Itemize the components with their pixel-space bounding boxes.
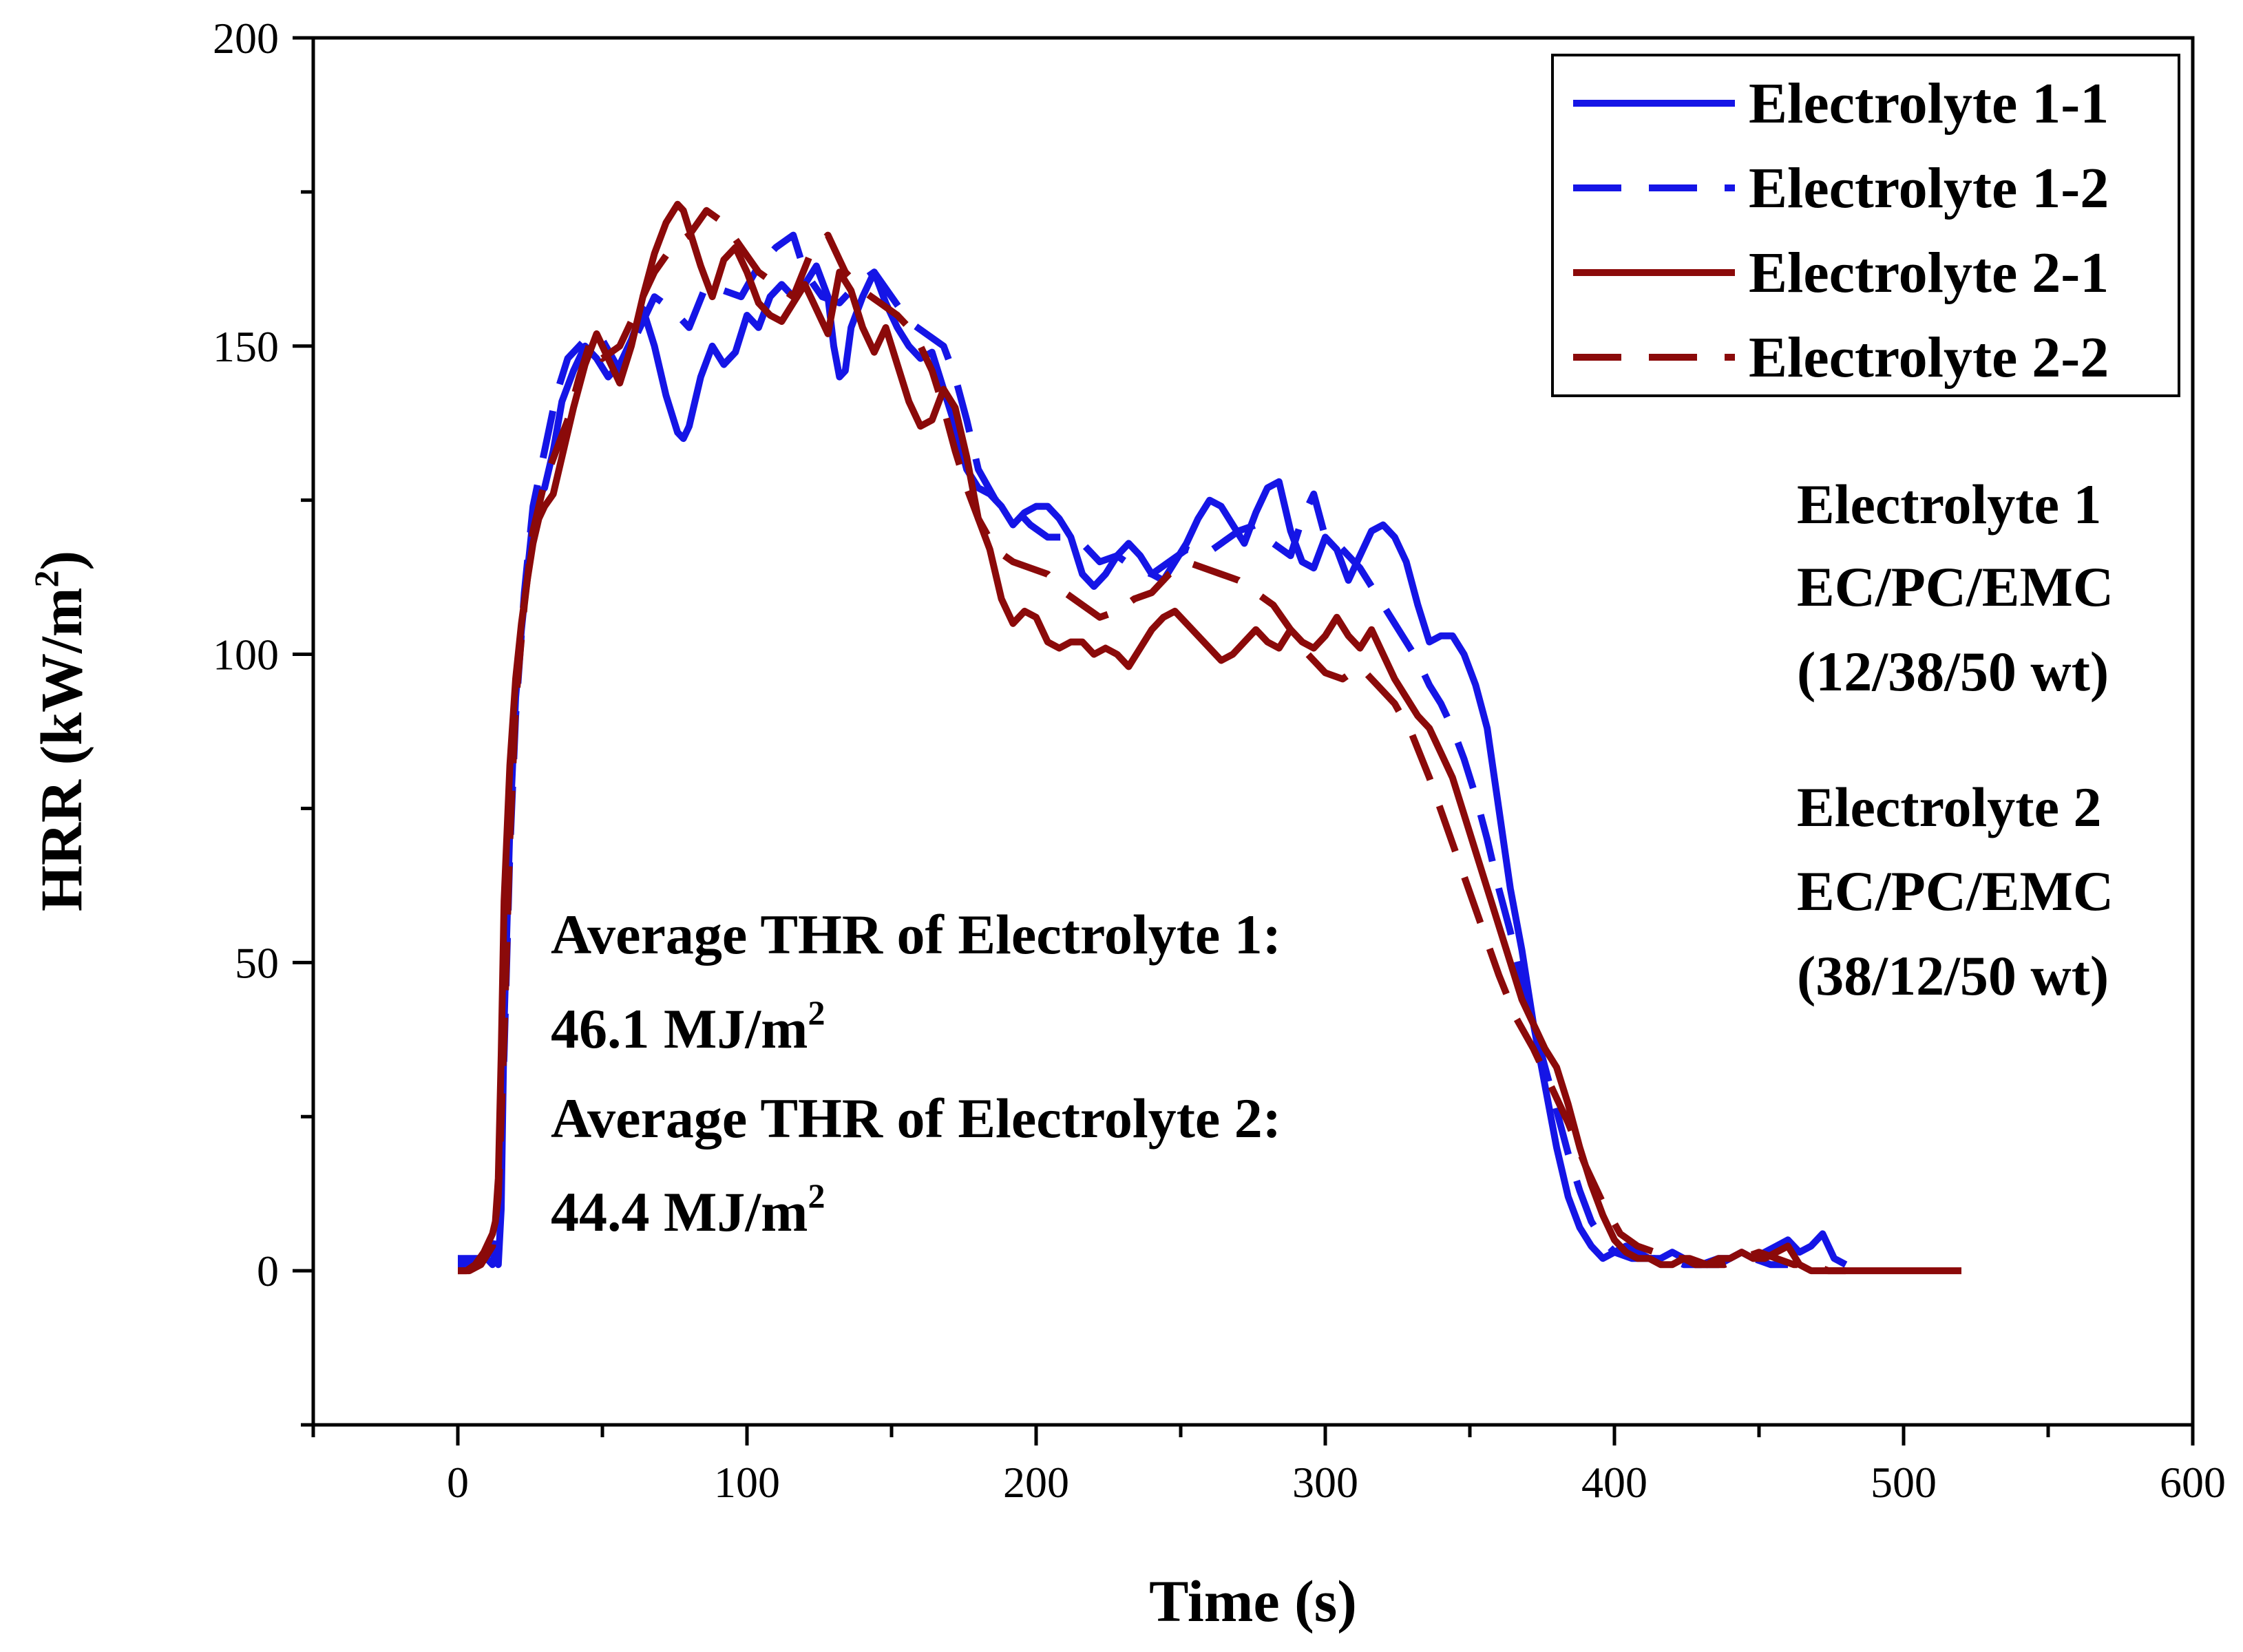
plot-frame [311,36,2195,1427]
series-group [458,200,1961,1275]
x-tick-label: 400 [1581,1458,1647,1507]
y-axis-title: HRR (kW/m2) [27,551,94,911]
y-tick-label: 50 [235,938,279,987]
annot-e1-comp: EC/PC/EMC [1797,555,2114,618]
thr-notes: Average THR of Electrolyte 1: 46.1 MJ/m2… [551,903,1281,1243]
y-tick-label: 0 [257,1247,279,1295]
y-tick-label: 150 [213,322,279,371]
legend-box [1551,54,2180,397]
x-tick-label: 0 [447,1458,469,1507]
y-tick-label: 100 [213,631,279,679]
x-axis-title: Time (s) [1149,1568,1357,1634]
annot-e2-ratio: (38/12/50 wt) [1797,944,2109,1007]
x-axis: 0 100 200 300 400 500 600 [311,1425,2226,1507]
annot-thr2-value: 44.4 MJ/m2 [551,1176,825,1243]
annot-e2-title: Electrolyte 2 [1797,776,2101,838]
x-tick-label: 600 [2160,1458,2226,1507]
x-tick-label: 200 [1003,1458,1069,1507]
series-line-electrolyte-2-2 [458,206,1846,1275]
annot-thr2-label: Average THR of Electrolyte 2: [551,1087,1281,1150]
annot-e2-comp: EC/PC/EMC [1797,860,2114,922]
y-tick-label: 200 [213,14,279,63]
annot-thr1-label: Average THR of Electrolyte 1: [551,903,1281,966]
y-axis: 0 50 100 150 200 [213,14,313,1427]
legend: Electrolyte 1-1 Electrolyte 1-2 Electrol… [1551,54,2180,397]
x-tick-label: 100 [714,1458,780,1507]
annot-thr1-value: 46.1 MJ/m2 [551,993,825,1060]
composition-notes: Electrolyte 1 EC/PC/EMC (12/38/50 wt) El… [1797,473,2114,1007]
annot-e1-title: Electrolyte 1 [1797,473,2101,536]
x-tick-label: 500 [1871,1458,1937,1507]
legend-label-2-2: Electrolyte 2-2 [1749,326,2109,390]
series-line-electrolyte-1-2 [458,231,1788,1269]
legend-label-1-1: Electrolyte 1-1 [1749,72,2109,136]
legend-label-1-2: Electrolyte 1-2 [1749,156,2109,220]
x-tick-label: 300 [1292,1458,1358,1507]
annot-e1-ratio: (12/38/50 wt) [1797,640,2109,703]
series-line-electrolyte-2-1 [458,200,1961,1275]
legend-label-2-1: Electrolyte 2-1 [1749,241,2109,305]
